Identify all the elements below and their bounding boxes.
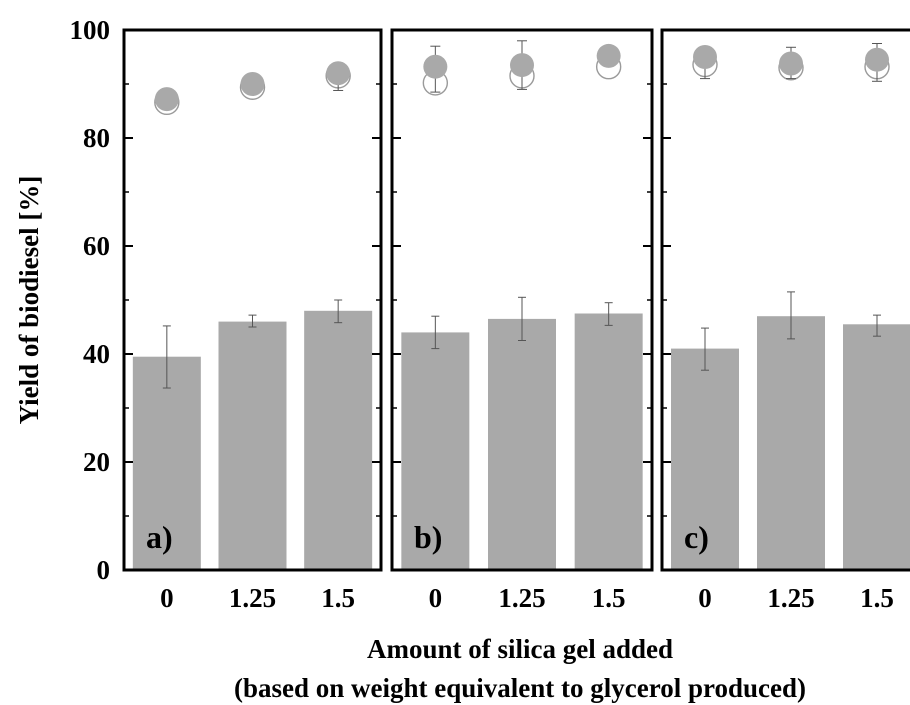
bar-1.25 [488, 318, 556, 570]
panel-frame [390, 28, 654, 572]
x-tick-label: 1.5 [592, 583, 626, 613]
filled-marker-1.5 [596, 43, 621, 68]
x-tick-label: 1.25 [229, 583, 276, 613]
filled-marker-0 [423, 54, 448, 79]
filled-marker-0 [154, 87, 179, 112]
y-tick-label: 20 [83, 447, 110, 477]
y-tick-label: 40 [83, 339, 110, 369]
bar-0 [671, 348, 739, 570]
bar-0 [401, 332, 470, 570]
panel-frame [122, 28, 383, 572]
x-tick-label: 1.25 [498, 583, 545, 613]
filled-marker-1.25 [240, 72, 265, 96]
x-tick-label: 1.5 [321, 583, 355, 613]
chart-panels: a) 0 1.25 1.5 b) 0 1.25 1.5 c) 0 1.25 1.5 0 20 40 60 80 1… [70, 15, 910, 613]
panel-label: c) [684, 519, 709, 555]
x-axis-title: Amount of silica gel added [367, 634, 673, 664]
x-tick-label: 1.25 [767, 583, 814, 613]
y-tick-label: 80 [83, 123, 110, 153]
y-axis-title: Yield of biodiesel [%] [14, 176, 44, 425]
x-tick-label: 0 [429, 583, 443, 613]
y-tick-label: 0 [97, 555, 111, 585]
x-tick-label: 0 [698, 583, 712, 613]
y-axis-title-group: Yield of biodiesel [%] [14, 176, 44, 425]
filled-marker-1.25 [779, 51, 803, 76]
panel-1: a) 0 1.25 1.5 [122, 28, 383, 613]
y-tick-label: 100 [70, 15, 111, 45]
x-tick-label: 0 [160, 583, 174, 613]
filled-marker-1.5 [326, 61, 351, 86]
panel-2: b) 0 1.25 1.5 [390, 28, 654, 613]
filled-marker-1.5 [865, 47, 889, 72]
bar-1.5 [574, 313, 643, 570]
bar-0 [132, 356, 201, 570]
bar-1.5 [843, 324, 910, 570]
bar-1.25 [757, 316, 825, 570]
panel-label: b) [414, 519, 442, 555]
bar-1.25 [218, 321, 287, 570]
x-tick-label: 1.5 [860, 583, 894, 613]
panel-label: a) [146, 519, 173, 555]
x-axis-subtitle: (based on weight equivalent to glycerol … [234, 673, 806, 703]
filled-marker-0 [693, 45, 717, 69]
panel-frame [660, 28, 910, 572]
y-tick-label: 60 [83, 231, 110, 261]
panel-3: c) 0 1.25 1.5 [660, 28, 910, 613]
filled-marker-1.25 [510, 53, 534, 78]
bar-1.5 [304, 310, 373, 570]
